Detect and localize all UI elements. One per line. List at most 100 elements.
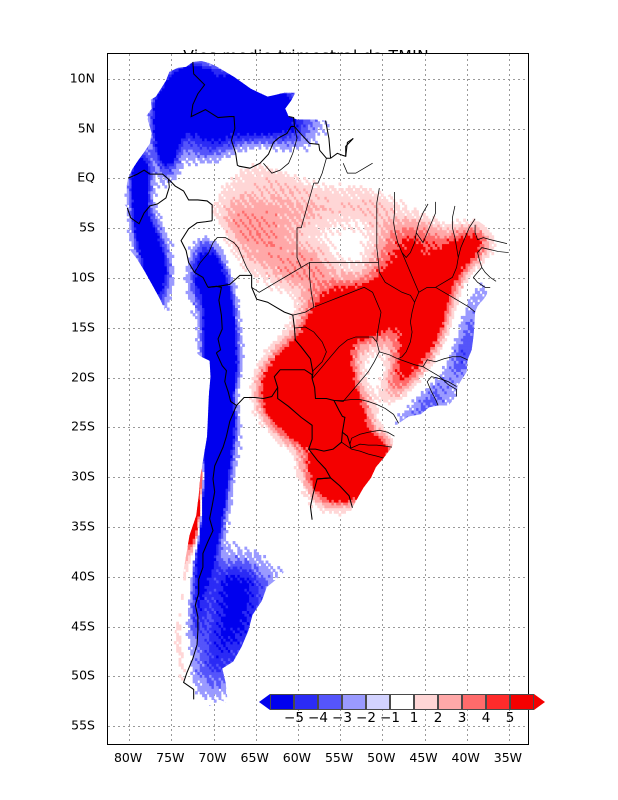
x-tick-label: 80W [113,750,143,765]
country-border [190,61,240,167]
state-border [422,356,468,367]
y-tick [107,427,108,428]
state-border [251,262,379,293]
y-tick [107,626,108,627]
state-border [341,441,384,459]
x-tick [382,744,383,745]
y-axis-labels: 10N 5N EQ 5S 10S 15S 20S 25S 30S 35S 40S 45S 50S 55S [0,0,103,800]
colorbar-tick-label: 2 [433,710,443,726]
colorbar-cell [390,694,414,710]
y-tick-label: 30S [71,468,95,484]
state-border [313,158,327,184]
country-border-layer [126,61,354,700]
state-border [393,192,420,293]
y-tick [107,676,108,677]
state-border [472,267,491,288]
y-tick-label: 20S [71,369,95,385]
x-tick [508,744,509,745]
country-border [325,120,332,159]
country-border [345,138,354,157]
x-tick [466,744,467,745]
state-border [397,286,476,360]
colorbar-tick-label: 5 [505,710,515,726]
x-tick [339,744,340,745]
x-tick-label: 70W [198,750,227,765]
colorbar-under-arrow [259,694,270,710]
y-tick [107,526,108,527]
colorbar-cell [486,694,510,710]
colorbar-cell [462,694,486,710]
state-border [342,162,373,174]
country-border [150,173,213,221]
colorbar [259,694,545,710]
x-tick [171,744,172,745]
state-border [297,182,315,229]
colorbar-tick-label: −2 [356,710,376,726]
country-border [207,274,314,379]
y-tick-label: EQ [77,169,95,185]
map-canvas [108,54,528,744]
state-border-layer [194,126,509,459]
y-tick-label: 35S [71,518,95,534]
y-tick [107,476,108,477]
y-tick [107,377,108,378]
x-tick-label: 65W [240,750,269,765]
y-tick-label: 50S [71,667,95,683]
state-border [296,227,302,268]
colorbar-cell [414,694,438,710]
x-tick [297,744,298,745]
y-tick [107,178,108,179]
bias-field-layer [124,60,497,709]
y-tick [107,277,108,278]
y-tick [107,576,108,577]
country-border [317,477,331,480]
y-tick [107,228,108,229]
map-plot-area [107,53,529,745]
x-tick-label: 40W [451,750,480,765]
colorbar-tick-label: −1 [380,710,400,726]
state-border [477,247,509,282]
y-tick-label: 45S [71,618,95,634]
y-tick-label: 10N [69,70,95,86]
country-border [330,477,353,508]
country-border [182,405,237,700]
state-border [309,262,315,308]
y-tick-label: 10S [71,269,95,285]
x-tick [128,744,129,745]
x-tick-label: 55W [324,750,354,765]
colorbar-tick-label: 3 [457,710,467,726]
country-border [215,352,313,407]
colorbar-tick-label: 1 [409,710,419,726]
x-tick-label: 45W [409,750,438,765]
state-border [294,326,327,372]
colorbar-cell [366,694,390,710]
y-tick-label: 15S [71,319,95,335]
x-tick [213,744,214,745]
x-tick-label: 50W [367,750,396,765]
state-border [333,399,399,424]
colorbar-cell [510,694,534,710]
state-border [452,205,459,258]
state-border [311,336,380,402]
state-border [474,224,508,244]
state-border [350,443,392,449]
colorbar-cell [318,694,342,710]
y-tick [107,128,108,129]
y-tick-label: 55S [71,717,95,733]
colorbar-cell [294,694,318,710]
x-tick-label: 60W [282,750,312,765]
state-border [194,237,252,276]
country-border [127,169,151,179]
state-border [401,203,429,259]
y-tick-label: 5N [77,120,95,136]
state-border [376,187,415,303]
country-border [342,431,352,449]
colorbar-tick-label: −4 [308,710,328,726]
colorbar-cell [342,694,366,710]
y-tick [107,725,108,726]
x-tick [424,744,425,745]
state-border [415,201,436,244]
state-border [292,286,382,342]
y-tick [107,327,108,328]
